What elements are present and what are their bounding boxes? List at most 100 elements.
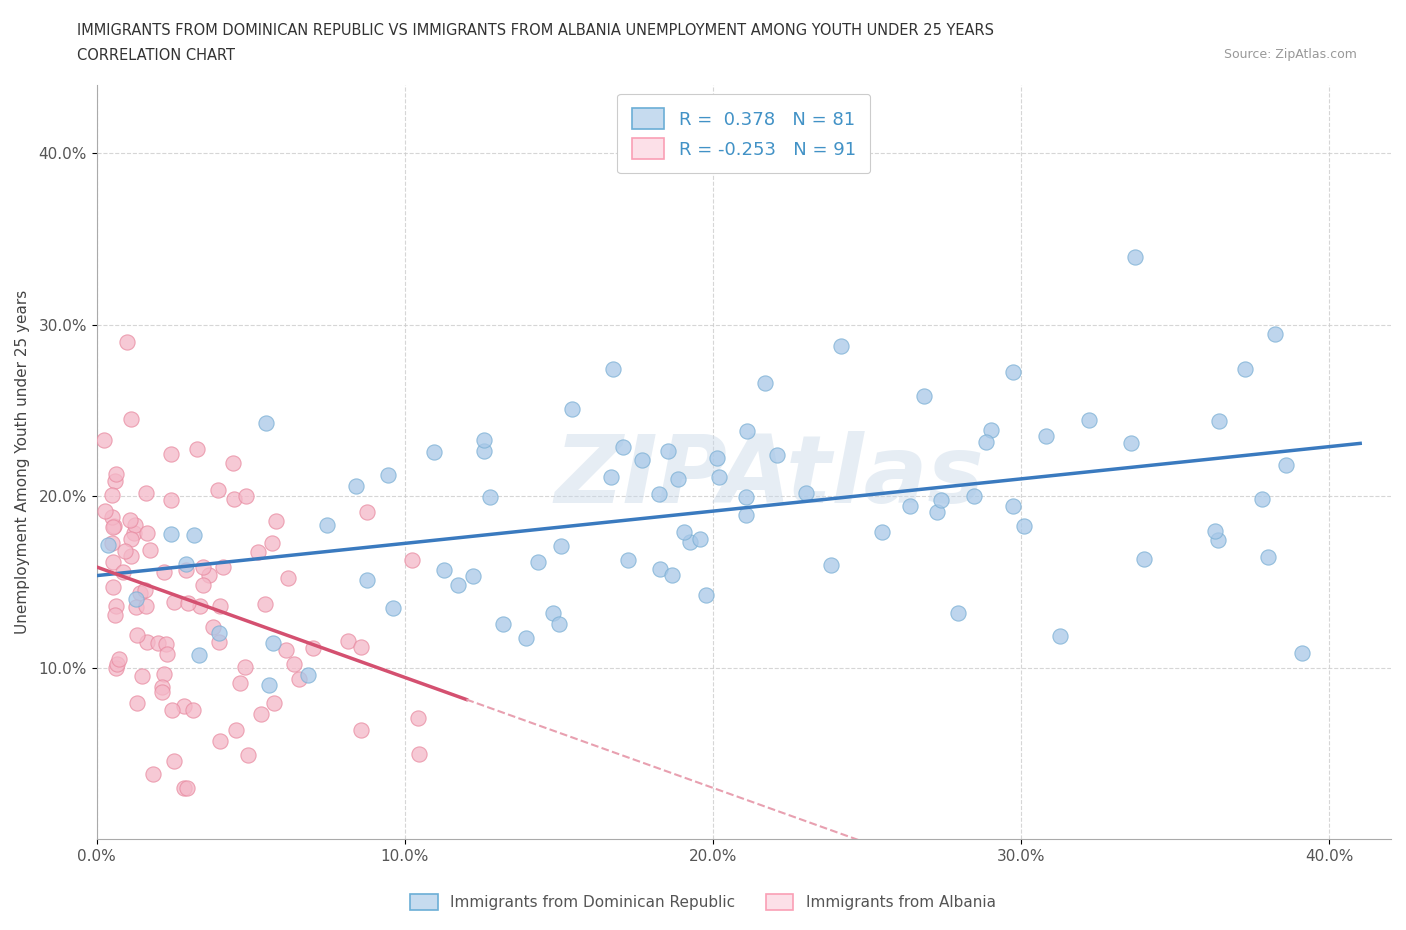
Point bbox=[277, 571, 299, 586]
Point bbox=[114, 544, 136, 559]
Point bbox=[152, 667, 174, 682]
Point bbox=[162, 703, 184, 718]
Point bbox=[120, 549, 142, 564]
Point bbox=[287, 671, 309, 686]
Point bbox=[1251, 491, 1274, 506]
Point bbox=[526, 554, 548, 569]
Point bbox=[150, 680, 173, 695]
Point bbox=[159, 526, 181, 541]
Point bbox=[350, 640, 373, 655]
Point bbox=[912, 389, 935, 404]
Point bbox=[408, 747, 430, 762]
Point bbox=[263, 696, 285, 711]
Point bbox=[666, 472, 689, 486]
Point bbox=[128, 586, 150, 601]
Point bbox=[382, 601, 405, 616]
Point bbox=[1035, 429, 1057, 444]
Point bbox=[222, 456, 245, 471]
Point bbox=[135, 485, 157, 500]
Point bbox=[174, 563, 197, 578]
Point bbox=[1049, 629, 1071, 644]
Point bbox=[193, 559, 215, 574]
Point bbox=[472, 444, 495, 458]
Point bbox=[101, 536, 124, 551]
Point bbox=[260, 536, 283, 551]
Point bbox=[337, 634, 360, 649]
Point bbox=[224, 491, 246, 506]
Point bbox=[648, 487, 671, 502]
Point bbox=[235, 488, 257, 503]
Point bbox=[925, 504, 948, 519]
Point bbox=[103, 518, 125, 533]
Point bbox=[134, 582, 156, 597]
Point bbox=[163, 753, 186, 768]
Point bbox=[561, 402, 583, 417]
Point bbox=[131, 669, 153, 684]
Point bbox=[118, 512, 141, 527]
Point bbox=[550, 538, 572, 553]
Point bbox=[208, 599, 231, 614]
Point bbox=[93, 433, 115, 448]
Point bbox=[602, 362, 624, 377]
Point bbox=[104, 473, 127, 488]
Point bbox=[463, 568, 485, 583]
Y-axis label: Unemployment Among Youth under 25 years: Unemployment Among Youth under 25 years bbox=[15, 290, 30, 634]
Point bbox=[616, 552, 638, 567]
Point bbox=[754, 376, 776, 391]
Point bbox=[406, 711, 429, 725]
Point bbox=[254, 416, 277, 431]
Point bbox=[356, 572, 378, 587]
Point bbox=[657, 444, 679, 458]
Point bbox=[1119, 436, 1142, 451]
Point bbox=[1012, 518, 1035, 533]
Point bbox=[257, 677, 280, 692]
Point bbox=[661, 568, 683, 583]
Point bbox=[103, 579, 125, 594]
Point bbox=[1291, 645, 1313, 660]
Point bbox=[689, 532, 711, 547]
Point bbox=[706, 450, 728, 465]
Point bbox=[101, 509, 124, 524]
Point bbox=[117, 335, 139, 350]
Point bbox=[253, 597, 276, 612]
Point bbox=[974, 434, 997, 449]
Point bbox=[870, 525, 893, 539]
Point bbox=[695, 588, 717, 603]
Point bbox=[127, 696, 149, 711]
Point bbox=[163, 594, 186, 609]
Point bbox=[479, 490, 502, 505]
Point bbox=[146, 635, 169, 650]
Point bbox=[447, 578, 470, 592]
Point bbox=[898, 498, 921, 513]
Point bbox=[600, 470, 623, 485]
Point bbox=[432, 563, 454, 578]
Point bbox=[155, 646, 177, 661]
Point bbox=[548, 617, 571, 631]
Point bbox=[247, 544, 270, 559]
Point bbox=[236, 748, 259, 763]
Point bbox=[631, 453, 654, 468]
Point bbox=[946, 605, 969, 620]
Point bbox=[735, 489, 758, 504]
Text: Source: ZipAtlas.com: Source: ZipAtlas.com bbox=[1223, 48, 1357, 61]
Point bbox=[198, 567, 221, 582]
Point bbox=[796, 485, 818, 500]
Point bbox=[250, 707, 273, 722]
Point bbox=[183, 702, 205, 717]
Point bbox=[104, 599, 127, 614]
Point bbox=[142, 766, 165, 781]
Point bbox=[100, 488, 122, 503]
Point bbox=[177, 595, 200, 610]
Point bbox=[96, 538, 118, 552]
Point bbox=[472, 432, 495, 447]
Point bbox=[202, 619, 225, 634]
Point bbox=[612, 440, 634, 455]
Point bbox=[208, 634, 231, 649]
Point bbox=[737, 423, 759, 438]
Point bbox=[401, 553, 423, 568]
Point bbox=[672, 525, 695, 539]
Point bbox=[212, 560, 235, 575]
Point bbox=[120, 531, 142, 546]
Point bbox=[155, 637, 177, 652]
Point bbox=[515, 631, 537, 645]
